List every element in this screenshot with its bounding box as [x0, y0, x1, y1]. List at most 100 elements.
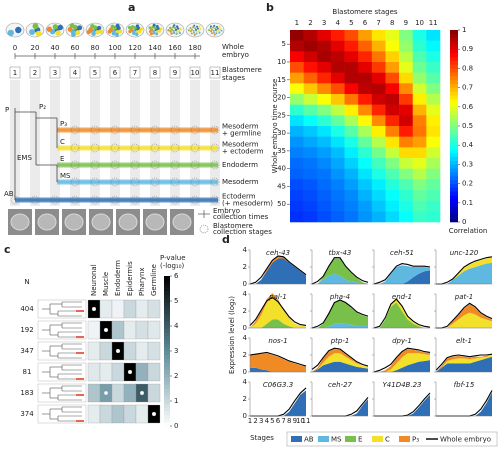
heatmap-cell — [344, 158, 359, 169]
heatmap-cell — [426, 104, 441, 116]
stage-box — [89, 66, 101, 79]
node-label: MS — [60, 172, 71, 180]
expression-area — [374, 353, 430, 372]
collection-circle — [150, 143, 160, 153]
heatmap-cell — [317, 126, 332, 137]
heatmap-cell — [371, 211, 386, 223]
x-tick-label: 4 — [265, 417, 270, 425]
legend-label: AB — [304, 436, 314, 444]
cell — [216, 27, 219, 30]
cell — [148, 26, 152, 30]
colorbar-slice — [450, 179, 458, 184]
stage-box — [189, 66, 201, 79]
heatmap-cell — [344, 115, 359, 127]
colorbar-slice — [450, 187, 458, 192]
heatmap-cell — [344, 72, 359, 84]
cell — [211, 28, 214, 31]
expression-area — [374, 349, 430, 372]
colorbar-label: P-value — [160, 254, 186, 262]
cell — [220, 29, 223, 32]
collection-circle — [190, 195, 200, 205]
gene-title: dpy-1 — [392, 337, 412, 345]
heatmap-cell — [317, 30, 332, 41]
heatmap-cell — [371, 190, 386, 201]
heatmap-cell — [123, 383, 137, 403]
heatmap-cell — [123, 341, 137, 361]
x-tick-label: 3 — [322, 19, 326, 27]
expression-area — [312, 258, 368, 284]
gene-title: C06G3.3 — [263, 381, 293, 389]
colorbar-slice — [450, 41, 458, 46]
time-label: embryo — [222, 51, 249, 59]
heatmap-cell — [99, 404, 113, 424]
colorbar-slice — [164, 366, 170, 371]
cell — [167, 28, 170, 32]
gene-title: pal-1 — [268, 293, 287, 301]
cell — [178, 29, 181, 33]
heatmap-cell — [385, 30, 400, 41]
legend-swatch — [372, 436, 383, 442]
expression-area — [250, 353, 306, 372]
colorbar-slice — [450, 118, 458, 123]
whole-embryo-line — [311, 257, 369, 285]
colorbar-slice — [164, 414, 170, 419]
heatmap-cell — [344, 200, 359, 212]
legend-label: E — [358, 436, 362, 444]
colorbar-slice — [450, 30, 458, 35]
colorbar-slice — [164, 362, 170, 367]
heatmap-cell — [412, 179, 427, 191]
colorbar-slice — [164, 358, 170, 363]
heatmap-cell — [371, 158, 386, 169]
heatmap-cell — [426, 190, 441, 201]
heatmap-cell — [330, 190, 345, 201]
heatmap-cell — [290, 83, 304, 95]
n-value: 183 — [20, 389, 33, 397]
heatmap-cell — [371, 51, 386, 63]
colorbar-tick-label: 0.3 — [462, 160, 473, 168]
y-tick-label: 45 — [277, 182, 286, 190]
stage-box — [49, 66, 61, 79]
colorbar-slice — [164, 392, 170, 397]
cell — [187, 29, 190, 32]
y-tick-label: 0 — [243, 324, 247, 332]
y-tick-label: 4 — [243, 378, 248, 386]
legend-label: collection stages — [213, 228, 272, 236]
cell — [96, 25, 102, 31]
node-label: AB — [4, 190, 14, 198]
colorbar-slice — [450, 206, 458, 211]
time-tick-label: 180 — [188, 44, 201, 52]
cell — [193, 31, 196, 34]
stage-box — [69, 66, 81, 79]
cell — [148, 30, 152, 33]
colorbar-slice — [164, 313, 170, 318]
stage-label: 1 — [13, 69, 17, 77]
fate-label: Mesoderm — [222, 123, 259, 131]
stage-column — [50, 80, 60, 206]
gene-title: pha-4 — [329, 293, 350, 301]
heatmap-title: Blastomere stages — [332, 8, 398, 16]
stage-column — [90, 80, 100, 206]
cell — [170, 28, 173, 31]
heatmap-cell — [147, 362, 161, 382]
collection-circle — [190, 177, 200, 187]
cell — [192, 29, 195, 32]
heatmap-cell — [371, 168, 386, 180]
expression-area — [312, 299, 368, 328]
cell — [189, 27, 192, 30]
colorbar-slice — [164, 332, 170, 337]
collection-circle — [210, 125, 220, 135]
cell — [35, 30, 42, 37]
y-axis-label: Whole embryo time course — [271, 79, 279, 174]
column-header: Pharynx — [138, 267, 146, 296]
collection-circle — [170, 125, 180, 135]
heatmap-cell — [344, 211, 359, 223]
panel-label: c — [4, 243, 11, 256]
cell — [95, 30, 100, 35]
stage-box — [129, 66, 141, 79]
heatmap-cell — [426, 83, 441, 95]
collection-circle — [110, 160, 120, 170]
colorbar-slice — [164, 396, 170, 401]
y-tick-label: 2 — [243, 307, 247, 315]
heatmap-cell — [317, 83, 332, 95]
y-tick-label: 35 — [277, 147, 286, 155]
